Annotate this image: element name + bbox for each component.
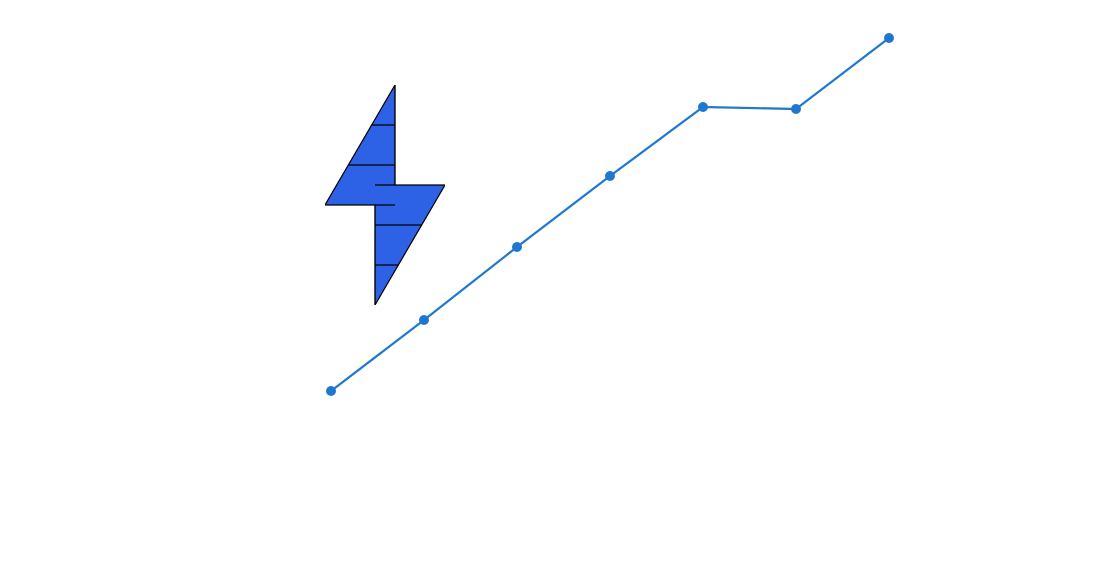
chart-point <box>419 315 429 325</box>
chart-point <box>326 386 336 396</box>
chart-point <box>698 102 708 112</box>
chart-point <box>791 104 801 114</box>
chart-point <box>512 242 522 252</box>
line-chart <box>0 0 1100 583</box>
canvas <box>0 0 1100 583</box>
chart-point <box>605 171 615 181</box>
chart-point <box>884 33 894 43</box>
